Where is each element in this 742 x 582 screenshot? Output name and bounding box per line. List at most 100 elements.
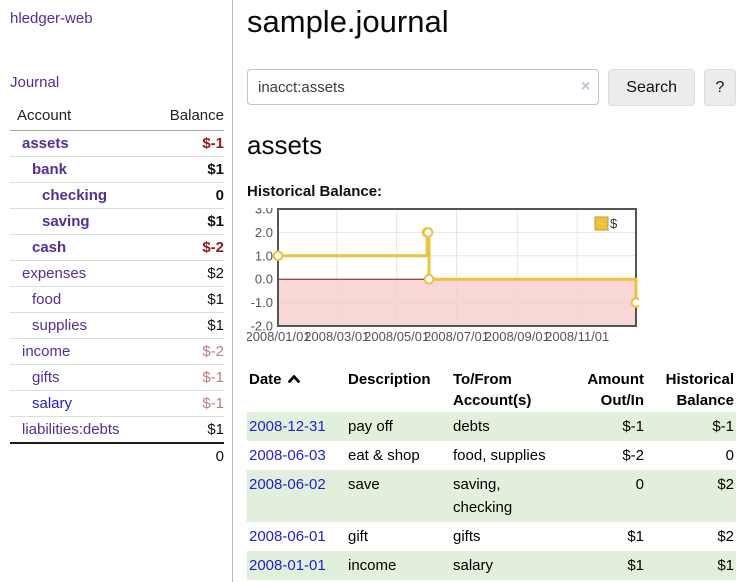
account-row: salary $-1 <box>10 390 224 417</box>
register-col-label: Date <box>249 371 282 388</box>
register-col-balance: Historical Balance <box>646 368 736 412</box>
svg-text:1.0: 1.0 <box>255 248 273 263</box>
register-description-cell: eat & shop <box>348 447 420 464</box>
svg-text:2008/11/01: 2008/11/01 <box>545 329 609 344</box>
register-row: 2008-06-03 eat & shop food, supplies $-2 0 <box>247 441 736 470</box>
register-accounts-cell: food, supplies <box>453 447 546 464</box>
sidebar-account-link[interactable]: supplies <box>32 317 88 334</box>
search-input[interactable] <box>247 69 600 105</box>
account-balance: $1 <box>153 312 224 339</box>
register-date-link[interactable]: 2008-12-31 <box>249 418 326 435</box>
register-balance-cell: $1 <box>717 557 734 574</box>
svg-text:-1.0: -1.0 <box>251 295 273 310</box>
register-col-label: To/From Account(s) <box>453 371 532 409</box>
svg-text:2.0: 2.0 <box>255 225 273 240</box>
register-col-label: Historical Balance <box>665 371 734 409</box>
sidebar-account-link[interactable]: checking <box>42 187 108 204</box>
account-row: gifts $-1 <box>10 364 224 391</box>
register-col-accounts: To/From Account(s) <box>451 368 561 412</box>
register-col-label: Description <box>348 371 431 388</box>
register-amount-cell: 0 <box>635 476 644 493</box>
account-name-cell: liabilities:debts <box>10 416 154 443</box>
account-balance: $-1 <box>202 135 224 152</box>
register-table: Date Description To/From Account(s) Amount … <box>247 368 736 580</box>
chart-legend: $ <box>594 216 618 231</box>
sidebar-item-journal[interactable]: Journal <box>10 74 60 91</box>
register-amount-cell: $-1 <box>622 418 644 435</box>
accounts-total-value: 0 <box>153 442 224 469</box>
svg-text:-2.0: -2.0 <box>251 319 273 334</box>
register-accounts-cell: gifts <box>453 528 481 545</box>
account-balance: $-1 <box>153 390 224 417</box>
svg-text:2008/05/01: 2008/05/01 <box>364 329 429 344</box>
accounts-table: Account Balance assets $-1 bank $1 checking 0… <box>10 104 224 469</box>
sidebar-account-link[interactable]: assets <box>22 135 69 152</box>
account-row: supplies $1 <box>10 312 224 339</box>
register-balance-cell: 0 <box>725 447 734 464</box>
register-balance-cell: $2 <box>717 528 734 545</box>
register-col-amount: Amount Out/In <box>561 368 646 412</box>
account-name-cell: cash <box>10 234 154 261</box>
register-accounts-cell: debts <box>453 418 490 435</box>
account-balance: $1 <box>153 416 224 443</box>
account-name-cell: income <box>10 338 154 365</box>
register-date-link[interactable]: 2008-01-01 <box>249 557 326 574</box>
account-row: liabilities:debts $1 <box>10 416 224 443</box>
register-date-cell: 2008-06-01 <box>247 522 346 551</box>
register-date-cell: 2008-12-31 <box>247 412 346 441</box>
account-row: cash $-2 <box>10 234 224 261</box>
register-date-link[interactable]: 2008-06-03 <box>249 447 326 464</box>
account-name-cell: salary <box>10 390 154 417</box>
account-balance: $2 <box>153 260 224 287</box>
accounts-header-account: Account <box>10 104 154 131</box>
sidebar-account-link[interactable]: bank <box>32 161 68 178</box>
register-amount-cell: $1 <box>627 557 644 574</box>
sort-ascending-icon <box>287 370 301 391</box>
accounts-header-balance: Balance <box>153 104 224 131</box>
account-name-cell: checking <box>10 182 154 209</box>
account-name-cell: gifts <box>10 364 154 391</box>
account-heading: assets <box>247 130 323 160</box>
sidebar-account-link[interactable]: food <box>32 291 62 308</box>
account-row: checking 0 <box>10 182 224 209</box>
register-amount-cell: $1 <box>627 528 644 545</box>
account-balance: 0 <box>153 182 224 209</box>
register-col-description: Description <box>346 368 451 412</box>
sidebar-account-link[interactable]: cash <box>32 239 67 256</box>
register-accounts-cell: salary <box>453 557 494 574</box>
account-name-cell: saving <box>10 208 154 235</box>
sidebar-account-link[interactable]: income <box>22 343 71 360</box>
register-row: 2008-01-01 income salary $1 $1 <box>247 551 736 580</box>
sidebar-account-link[interactable]: gifts <box>32 369 60 386</box>
register-col-date[interactable]: Date <box>247 368 346 412</box>
main-content: sample.journal × Search ? assets Histori… <box>234 0 742 582</box>
account-balance: $1 <box>153 286 224 313</box>
help-button[interactable]: ? <box>704 69 736 106</box>
sidebar-account-link[interactable]: saving <box>42 213 90 230</box>
register-date-link[interactable]: 2008-06-02 <box>249 476 326 493</box>
account-row: food $1 <box>10 286 224 313</box>
register-header-row: Date Description To/From Account(s) Amount … <box>247 368 736 412</box>
search-input-wrap: × <box>247 69 600 106</box>
sidebar-account-link[interactable]: liabilities:debts <box>22 421 120 438</box>
sidebar-account-link[interactable]: expenses <box>22 265 87 282</box>
account-name-cell: assets <box>10 131 153 157</box>
account-row: income $-2 <box>10 338 224 365</box>
svg-text:2008/09/01: 2008/09/01 <box>485 329 550 344</box>
account-name-cell: expenses <box>10 260 154 287</box>
register-amount-cell: $-2 <box>622 447 644 464</box>
register-row: 2008-06-01 gift gifts $1 $2 <box>247 522 736 551</box>
account-row: saving $1 <box>10 208 224 235</box>
sidebar-account-link[interactable]: salary <box>32 395 73 412</box>
search-button[interactable]: Search <box>608 69 695 106</box>
account-name-cell: supplies <box>10 312 154 339</box>
register-date-cell: 2008-01-01 <box>247 551 346 580</box>
clear-search-icon[interactable]: × <box>580 78 591 95</box>
app-brand-link[interactable]: hledger-web <box>10 10 93 27</box>
balance-chart[interactable]: $3.0 2.0 1.0 0.0 -1.0 -2.0 2008/01/01 2008/03/0… <box>245 202 642 348</box>
svg-text:2008/03/01: 2008/03/01 <box>304 329 369 344</box>
register-balance-cell: $2 <box>717 476 734 493</box>
register-date-link[interactable]: 2008-06-01 <box>249 528 326 545</box>
svg-text:3.0: 3.0 <box>255 208 273 217</box>
account-row: assets $-1 <box>10 131 224 157</box>
